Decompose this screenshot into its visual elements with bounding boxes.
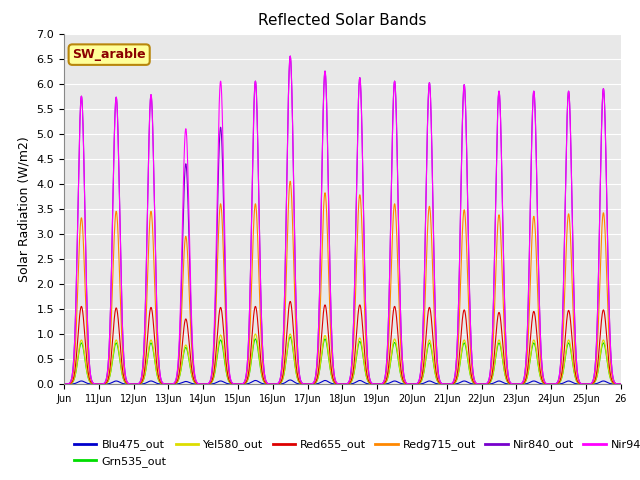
Title: Reflected Solar Bands: Reflected Solar Bands — [258, 13, 427, 28]
Legend: Blu475_out, Grn535_out, Yel580_out, Red655_out, Redg715_out, Nir840_out, Nir945_: Blu475_out, Grn535_out, Yel580_out, Red6… — [70, 435, 640, 471]
Y-axis label: Solar Radiation (W/m2): Solar Radiation (W/m2) — [18, 136, 31, 282]
Text: SW_arable: SW_arable — [72, 48, 146, 61]
